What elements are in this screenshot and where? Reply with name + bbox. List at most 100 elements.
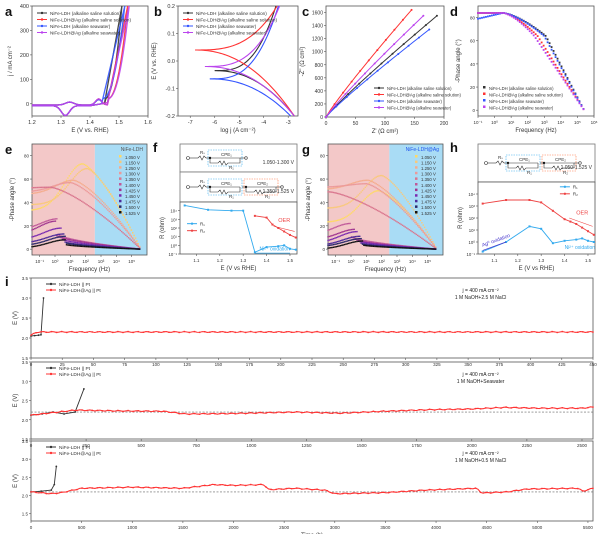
data-point xyxy=(126,229,128,232)
data-point xyxy=(74,179,76,182)
data-point xyxy=(345,203,347,206)
data-point xyxy=(376,190,379,192)
data-point xyxy=(528,24,531,26)
data-point xyxy=(413,409,415,412)
data-point xyxy=(35,203,37,205)
data-point xyxy=(370,180,372,182)
y-tick-label: 0 xyxy=(26,247,29,252)
data-point xyxy=(83,242,86,245)
data-point xyxy=(370,206,372,208)
data-point xyxy=(332,191,335,194)
x-tick-label: 1500 xyxy=(357,443,368,448)
data-point xyxy=(538,43,541,45)
data-point xyxy=(54,197,57,199)
data-point xyxy=(354,230,357,233)
data-point xyxy=(316,411,318,413)
data-point xyxy=(72,244,75,247)
data-point xyxy=(260,483,262,486)
data-point xyxy=(428,28,431,31)
data-point xyxy=(58,234,61,237)
data-point xyxy=(68,182,70,185)
data-point xyxy=(101,203,104,206)
data-point xyxy=(554,63,557,66)
data-point xyxy=(60,227,62,229)
data-point xyxy=(94,246,97,248)
data-point xyxy=(367,243,369,246)
data-point xyxy=(536,488,538,490)
data-point xyxy=(87,166,90,169)
y-tick-label: 2.5 xyxy=(22,316,29,321)
data-point xyxy=(52,199,54,201)
data-point xyxy=(352,231,354,233)
data-point xyxy=(65,179,68,181)
data-point xyxy=(514,18,517,20)
data-point xyxy=(53,186,55,188)
data-point xyxy=(209,413,211,415)
data-point xyxy=(40,244,43,246)
data-point xyxy=(43,188,46,190)
data-point xyxy=(123,227,126,230)
data-point xyxy=(58,189,61,191)
data-point xyxy=(401,193,404,196)
data-point xyxy=(80,242,83,245)
data-point xyxy=(332,220,335,222)
series-line xyxy=(184,205,296,253)
plot-frame xyxy=(31,5,149,117)
data-point xyxy=(400,191,402,194)
data-point xyxy=(90,243,93,246)
legend-entry: 1.050 V xyxy=(125,155,140,160)
data-point xyxy=(81,331,83,333)
data-point xyxy=(413,331,415,333)
data-point xyxy=(404,209,406,212)
data-point xyxy=(97,243,99,246)
data-point xyxy=(331,412,334,414)
data-point xyxy=(90,246,93,248)
data-point xyxy=(459,488,461,490)
data-point xyxy=(566,407,569,410)
data-point xyxy=(92,243,94,246)
x-tick-label: 200 xyxy=(440,121,449,127)
data-point xyxy=(60,239,62,241)
data-point xyxy=(100,179,102,182)
data-point xyxy=(60,192,62,194)
x-tick-label: 350 xyxy=(464,362,472,367)
data-point xyxy=(578,100,581,103)
data-point xyxy=(38,233,40,236)
data-point xyxy=(97,200,99,202)
data-point xyxy=(374,241,376,243)
data-point xyxy=(111,211,113,213)
y-tick-label: 2.5 xyxy=(22,475,29,480)
data-point xyxy=(112,197,115,199)
element-label: CPE₂ xyxy=(555,157,566,162)
data-point xyxy=(173,411,175,413)
data-point xyxy=(47,221,50,224)
data-point xyxy=(125,234,127,236)
data-point xyxy=(111,222,113,225)
data-point xyxy=(103,205,105,207)
element-label: Rₛ xyxy=(498,155,503,160)
data-point xyxy=(353,198,355,200)
data-point xyxy=(249,411,252,414)
data-point xyxy=(183,486,185,489)
series-line xyxy=(30,466,57,493)
data-point xyxy=(430,244,433,246)
data-point xyxy=(132,240,134,243)
data-point xyxy=(365,242,368,244)
data-point xyxy=(327,188,329,190)
element-label: R₂ xyxy=(563,170,568,175)
data-point xyxy=(542,34,545,37)
data-point xyxy=(49,229,51,232)
data-point xyxy=(114,214,116,216)
data-point xyxy=(38,191,40,194)
data-point xyxy=(332,187,335,189)
data-point xyxy=(83,168,86,170)
legend-entry: 1.050 V xyxy=(421,155,436,160)
data-point xyxy=(335,243,337,245)
data-point xyxy=(108,210,110,213)
data-point xyxy=(332,227,335,229)
y-tick-label: 1.5 xyxy=(22,512,29,517)
data-point xyxy=(418,226,420,228)
data-point xyxy=(80,245,83,248)
data-point xyxy=(388,192,390,194)
data-point xyxy=(367,195,369,197)
